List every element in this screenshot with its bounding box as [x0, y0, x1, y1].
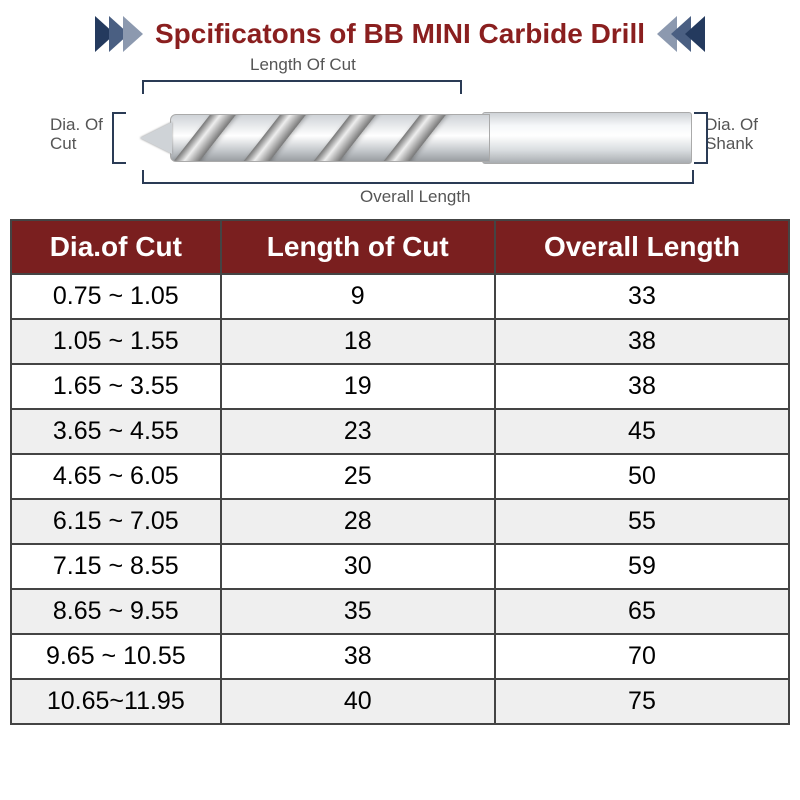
table-row: 8.65 ~ 9.553565 — [11, 589, 789, 634]
table-cell: 3.65 ~ 4.55 — [11, 409, 221, 454]
table-row: 1.05 ~ 1.551838 — [11, 319, 789, 364]
table-row: 3.65 ~ 4.552345 — [11, 409, 789, 454]
table-cell: 25 — [221, 454, 495, 499]
label-dia-of-cut: Dia. Of Cut — [50, 116, 103, 153]
table-cell: 6.15 ~ 7.05 — [11, 499, 221, 544]
table-cell: 40 — [221, 679, 495, 724]
table-row: 6.15 ~ 7.052855 — [11, 499, 789, 544]
table-cell: 70 — [495, 634, 789, 679]
col-overall-length: Overall Length — [495, 220, 789, 274]
bracket-length-of-cut — [142, 80, 462, 94]
table-row: 7.15 ~ 8.553059 — [11, 544, 789, 589]
table-cell: 1.05 ~ 1.55 — [11, 319, 221, 364]
table-cell: 55 — [495, 499, 789, 544]
bracket-overall-length — [142, 170, 694, 184]
table-cell: 38 — [495, 319, 789, 364]
table-cell: 30 — [221, 544, 495, 589]
table-cell: 45 — [495, 409, 789, 454]
table-row: 9.65 ~ 10.553870 — [11, 634, 789, 679]
table-cell: 19 — [221, 364, 495, 409]
table-cell: 38 — [495, 364, 789, 409]
label-overall-length: Overall Length — [360, 188, 471, 207]
drill-diagram: Length Of Cut Dia. Of Cut Dia. Of Shank … — [50, 56, 750, 211]
table-cell: 9.65 ~ 10.55 — [11, 634, 221, 679]
table-cell: 7.15 ~ 8.55 — [11, 544, 221, 589]
table-cell: 75 — [495, 679, 789, 724]
table-cell: 28 — [221, 499, 495, 544]
drill-illustration — [140, 112, 692, 164]
bracket-dia-of-cut — [112, 112, 126, 164]
table-cell: 0.75 ~ 1.05 — [11, 274, 221, 319]
table-cell: 10.65~11.95 — [11, 679, 221, 724]
header: Spcificatons of BB MINI Carbide Drill — [10, 16, 790, 52]
table-cell: 23 — [221, 409, 495, 454]
table-cell: 35 — [221, 589, 495, 634]
table-header-row: Dia.of Cut Length of Cut Overall Length — [11, 220, 789, 274]
table-row: 4.65 ~ 6.052550 — [11, 454, 789, 499]
table-cell: 1.65 ~ 3.55 — [11, 364, 221, 409]
bracket-dia-of-shank — [694, 112, 708, 164]
table-cell: 65 — [495, 589, 789, 634]
label-length-of-cut: Length Of Cut — [250, 56, 356, 75]
table-cell: 33 — [495, 274, 789, 319]
table-row: 1.65 ~ 3.551938 — [11, 364, 789, 409]
table-cell: 38 — [221, 634, 495, 679]
table-cell: 59 — [495, 544, 789, 589]
label-dia-of-shank: Dia. Of Shank — [705, 116, 758, 153]
table-row: 0.75 ~ 1.05933 — [11, 274, 789, 319]
table-row: 10.65~11.954075 — [11, 679, 789, 724]
spec-table: Dia.of Cut Length of Cut Overall Length … — [10, 219, 790, 725]
table-cell: 4.65 ~ 6.05 — [11, 454, 221, 499]
chevrons-right-icon — [663, 16, 705, 52]
table-cell: 9 — [221, 274, 495, 319]
col-dia-of-cut: Dia.of Cut — [11, 220, 221, 274]
table-cell: 50 — [495, 454, 789, 499]
page-title: Spcificatons of BB MINI Carbide Drill — [155, 18, 645, 50]
table-cell: 18 — [221, 319, 495, 364]
col-length-of-cut: Length of Cut — [221, 220, 495, 274]
table-cell: 8.65 ~ 9.55 — [11, 589, 221, 634]
chevrons-left-icon — [95, 16, 137, 52]
